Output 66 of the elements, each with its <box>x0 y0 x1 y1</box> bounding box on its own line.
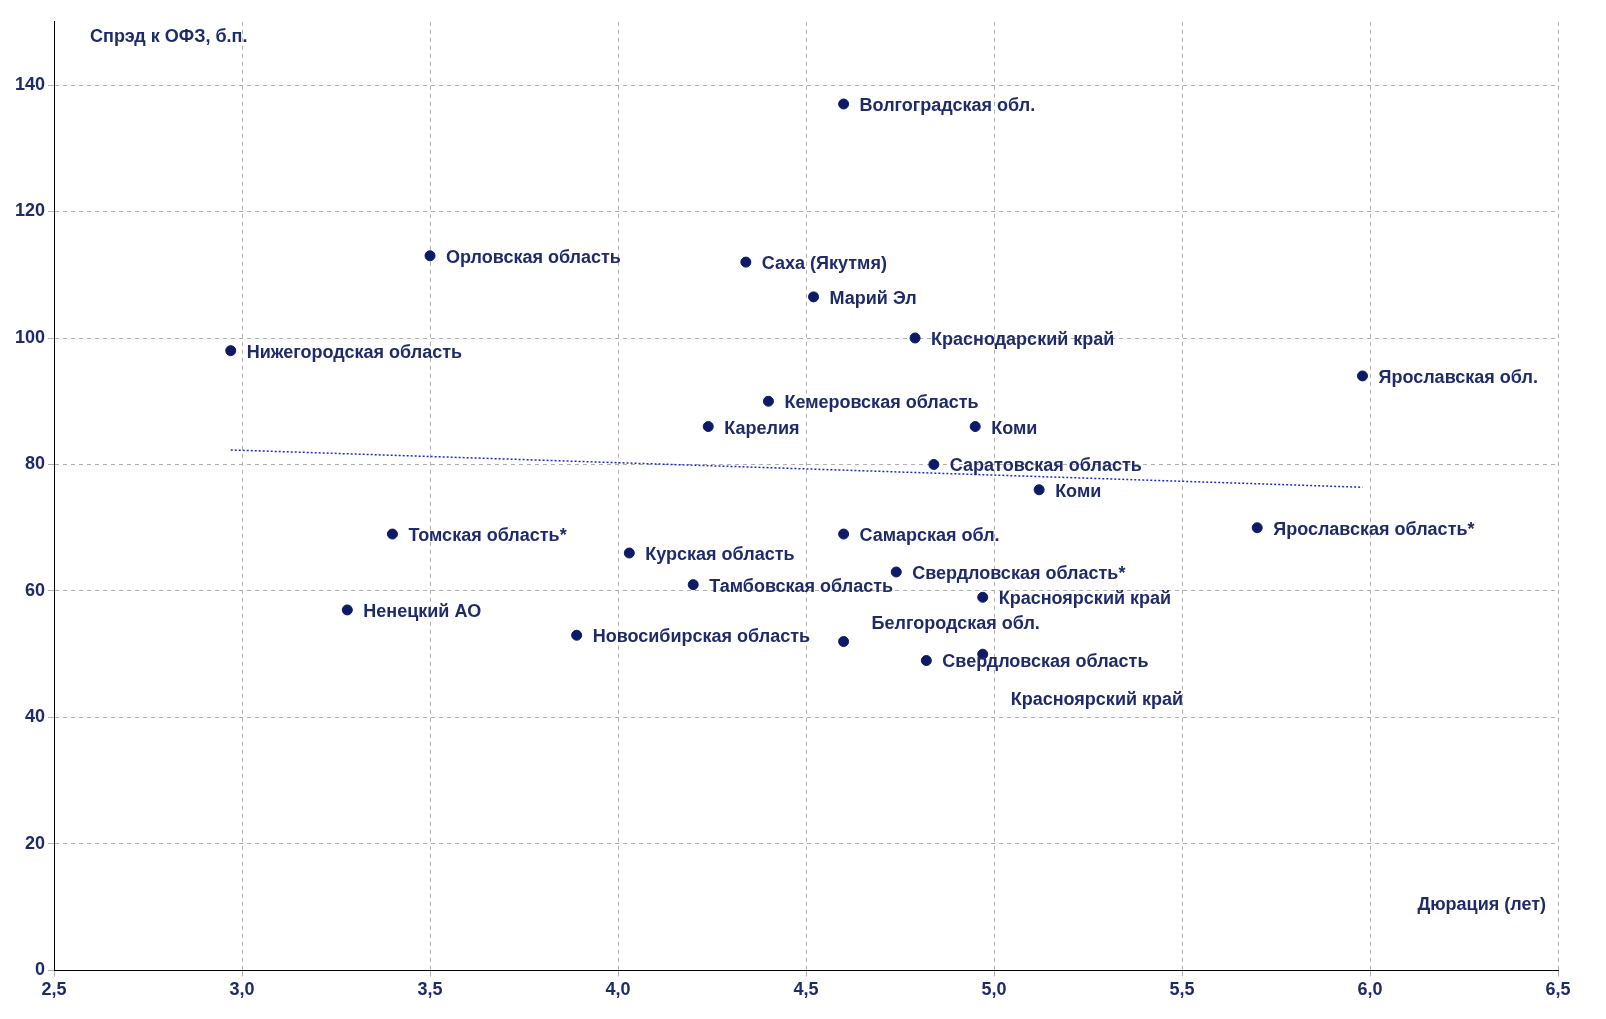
point <box>808 291 820 303</box>
y-tick-label: 20 <box>25 832 46 853</box>
annotation: Самарская обл. <box>859 525 1000 546</box>
annotation: Нижегородская область <box>246 341 463 362</box>
annotation: Свердловская область* <box>912 562 1126 583</box>
x-tick-label: 4,5 <box>793 979 819 1000</box>
annotation: Краснодарский край <box>931 328 1115 349</box>
point <box>623 547 635 559</box>
x-tick-label: 3,5 <box>417 979 443 1000</box>
annotation: Ярославская область* <box>1273 518 1475 539</box>
y-tick-label: 100 <box>14 326 46 347</box>
point <box>838 98 850 110</box>
point <box>571 629 583 641</box>
y-tick-label: 40 <box>25 706 46 727</box>
x-tick-label: 6,0 <box>1357 979 1383 1000</box>
x-tick-label: 3,0 <box>229 979 255 1000</box>
y-tick-label: 0 <box>35 959 46 980</box>
annotation: Волгоградская обл. <box>859 94 1036 115</box>
point <box>1356 370 1368 382</box>
annotation: Томская область* <box>408 525 567 546</box>
annotation: Ненецкий АО <box>363 600 482 621</box>
point <box>341 604 353 616</box>
x-tick-label: 5,0 <box>981 979 1007 1000</box>
y-tick-label: 80 <box>25 453 46 474</box>
annotation: Курская область <box>645 543 795 564</box>
annotation: Белгородская обл. <box>871 612 1040 633</box>
point <box>740 256 752 268</box>
annotation: Коми <box>1055 480 1102 501</box>
annotation: Саратовская область <box>949 455 1142 476</box>
y-axis-title: Спрэд к ОФЗ, б.п. <box>90 25 248 46</box>
point <box>909 332 921 344</box>
annotation: Саха (Якутмя) <box>761 253 887 274</box>
y-tick-label: 60 <box>25 579 46 600</box>
annotation: Ярославская обл. <box>1378 366 1538 387</box>
point <box>1033 484 1045 496</box>
x-tick-label: 6,5 <box>1545 979 1571 1000</box>
point <box>890 566 902 578</box>
annotation: Карелия <box>724 417 800 438</box>
point <box>920 655 932 667</box>
x-tick-label: 4,0 <box>605 979 631 1000</box>
point <box>928 458 940 470</box>
point <box>838 528 850 540</box>
point <box>838 636 850 648</box>
x-tick-label: 2,5 <box>41 979 67 1000</box>
point <box>687 579 699 591</box>
annotation: Орловская область <box>446 246 621 267</box>
annotation: Коми <box>991 417 1038 438</box>
annotation: Красноярский край <box>998 588 1172 609</box>
point <box>225 345 237 357</box>
point <box>702 421 714 433</box>
point <box>969 421 981 433</box>
annotation: Марий Эл <box>829 287 917 308</box>
point <box>762 395 774 407</box>
annotation: Красноярский край <box>1010 689 1184 710</box>
annotation: Свердловская область <box>942 651 1149 672</box>
point <box>1251 522 1263 534</box>
point <box>386 528 398 540</box>
point <box>424 250 436 262</box>
y-tick-label: 140 <box>14 74 46 95</box>
annotation: Новосибирская область <box>592 626 811 647</box>
annotation: Тамбовская область <box>709 575 894 596</box>
x-tick-label: 5,5 <box>1169 979 1195 1000</box>
x-axis-title: Дюрация (лет) <box>1417 894 1546 915</box>
point <box>977 591 989 603</box>
y-tick-label: 120 <box>14 200 46 221</box>
annotation: Кемеровская область <box>784 392 979 413</box>
